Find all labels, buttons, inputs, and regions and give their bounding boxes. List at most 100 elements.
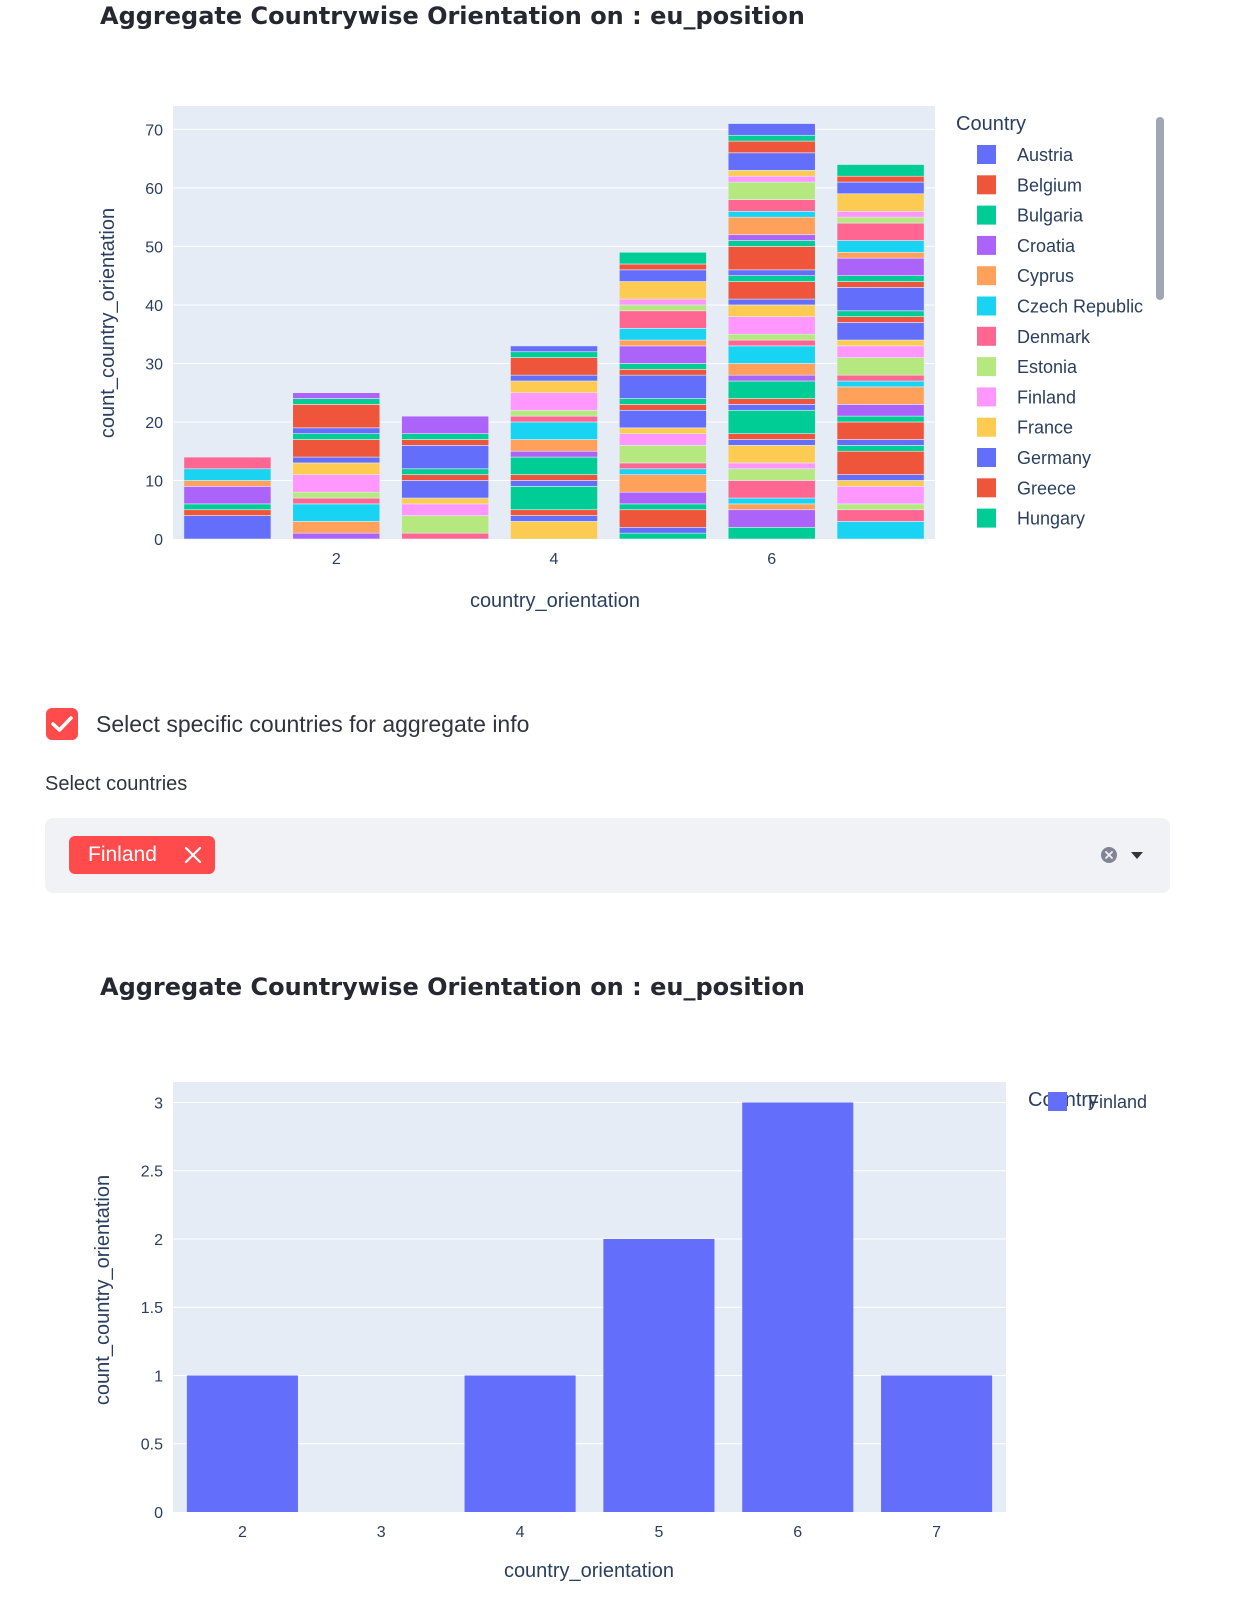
- chart1-bar-segment: [292, 491, 381, 499]
- chart2-y-tick-label: 3: [154, 1095, 163, 1112]
- chart1-bar-segment: [727, 445, 816, 464]
- chart1-bar-segment: [727, 339, 816, 347]
- chart1-bar-segment: [836, 222, 925, 241]
- chart1-legend-swatch: [977, 175, 996, 195]
- chevron-down-icon[interactable]: [1130, 851, 1144, 860]
- chart1-bar-segment: [836, 322, 925, 341]
- chart1-bar-segment: [836, 480, 925, 487]
- chart1-legend-label: Austria: [1017, 145, 1074, 165]
- remove-chip-icon[interactable]: [183, 845, 203, 865]
- chart1-legend-swatch: [977, 235, 996, 255]
- chart2-y-tick-label: 1.5: [141, 1300, 163, 1317]
- chart1-y-tick-label: 40: [145, 298, 163, 315]
- chart1-bar-segment: [836, 281, 925, 288]
- chart1-bar-segment: [510, 509, 598, 516]
- chart1-bar-segment: [727, 304, 816, 317]
- chart1-bar-segment: [727, 433, 816, 440]
- chart2-bar: [742, 1102, 854, 1512]
- chart1-legend-title: Country: [956, 113, 1026, 135]
- selected-country-chip[interactable]: Finland: [69, 836, 215, 874]
- chart1-bar-segment: [510, 421, 598, 440]
- chart1-bar-segment: [510, 521, 598, 540]
- chart2-legend-swatch: [1048, 1092, 1067, 1111]
- countries-multiselect[interactable]: Finland: [45, 818, 1170, 893]
- chart1-bar-segment: [292, 439, 381, 458]
- chart2-plot-area: [173, 1082, 1006, 1512]
- chart1-bar-segment: [619, 427, 707, 434]
- chart1-legend-swatch: [977, 417, 996, 437]
- chart1-bar-segment: [836, 216, 925, 224]
- chart1-bar-segment: [183, 509, 272, 516]
- chart1-bar-segment: [727, 345, 816, 364]
- chart2-x-axis-label: country_orientation: [504, 1560, 674, 1582]
- chart1-y-tick-label: 10: [145, 473, 163, 490]
- chart1-bar-segment: [292, 503, 381, 522]
- chart1-bar-segment: [401, 415, 489, 434]
- chart1-bar-segment: [836, 193, 925, 212]
- chart1-y-tick-label: 30: [145, 356, 163, 373]
- chart1-bar-segment: [510, 486, 598, 511]
- chart1-bar-segment: [727, 181, 816, 200]
- chart1-bar-segment: [727, 374, 816, 382]
- chart1-bar-segment: [401, 468, 489, 475]
- chart1-bar-segment: [836, 421, 925, 440]
- chart1-bar-segment: [401, 532, 489, 540]
- chart1-legend-label: Denmark: [1017, 327, 1091, 347]
- chart1-bar-segment: [727, 269, 816, 276]
- chart1-bar-segment: [836, 310, 925, 317]
- chart1-bar-segment: [292, 427, 381, 434]
- chart2-y-tick-label: 1: [154, 1368, 163, 1385]
- chart1-bar-segment: [727, 363, 816, 376]
- chart1-bar-segment: [727, 211, 816, 218]
- chart1-legend-label: Belgium: [1017, 175, 1082, 195]
- chart1-bar-segment: [727, 409, 816, 434]
- chart1-x-tick-label: 6: [767, 551, 776, 568]
- chart1-x-tick-label: 2: [332, 551, 341, 568]
- chart1-bar-segment: [510, 474, 598, 481]
- chart1-legend-swatch: [977, 205, 996, 225]
- chart1-legend-swatch: [977, 266, 996, 286]
- chart1-bar-segment: [510, 439, 598, 452]
- chart1-bar-segment: [727, 216, 816, 236]
- chart1-bar-segment: [619, 369, 707, 376]
- chart1-legend-label: France: [1017, 418, 1073, 438]
- chart1-bar-segment: [836, 374, 925, 382]
- legend-scrollbar[interactable]: [1156, 117, 1164, 300]
- chart1-bar-segment: [292, 462, 381, 475]
- clear-all-icon[interactable]: [1100, 846, 1118, 864]
- chart1-bar-segment: [836, 439, 925, 446]
- chart1-bar-segment: [727, 316, 816, 335]
- chart2-y-tick-label: 2: [154, 1232, 163, 1249]
- chart1-legend-label: Germany: [1017, 448, 1091, 468]
- chart1-bar-segment: [727, 439, 816, 446]
- chart1-bar-segment: [619, 491, 707, 505]
- chart2-bar: [603, 1238, 715, 1512]
- chart1-bar-segment: [836, 415, 925, 423]
- chart1-legend-swatch: [977, 145, 996, 164]
- chart1-legend-label: Hungary: [1017, 509, 1085, 529]
- chart1-bar-segment: [619, 532, 707, 540]
- chart1-bar-segment: [510, 345, 598, 353]
- aggregate-checkbox-row[interactable]: Select specific countries for aggregate …: [46, 706, 529, 742]
- chart1-bar-segment: [292, 497, 381, 505]
- chart1-bar-segment: [727, 134, 816, 142]
- checkbox[interactable]: [46, 708, 78, 740]
- chart2-bar-chart: 0 0.5 1 1.5 2 2.5 3 2 3 4 5 6 7 country_orientation…: [92, 1082, 1147, 1582]
- chart1-legend-label: Czech Republic: [1017, 297, 1143, 317]
- chart1-bar-segment: [727, 462, 816, 470]
- chart2-x-tick-label: 4: [516, 1524, 525, 1541]
- chart1-bar-segment: [836, 450, 925, 475]
- chart1-bar-segment: [727, 140, 816, 154]
- chart2-title: Aggregate Countrywise Orientation on : e…: [100, 973, 805, 1001]
- chart1-bar-segment: [727, 199, 816, 212]
- chart1-bar-segment: [510, 450, 598, 458]
- chart1-bar-segment: [619, 445, 707, 464]
- chart1-legend-label: Croatia: [1017, 236, 1076, 256]
- chart1-bar-segment: [836, 386, 925, 405]
- chart1-bar-segment: [619, 409, 707, 429]
- chart1-bar-segment: [401, 480, 489, 499]
- chart1-bar-segment: [727, 175, 816, 183]
- chart1-bar-segment: [836, 211, 925, 218]
- chart1-legend-swatch: [977, 357, 996, 377]
